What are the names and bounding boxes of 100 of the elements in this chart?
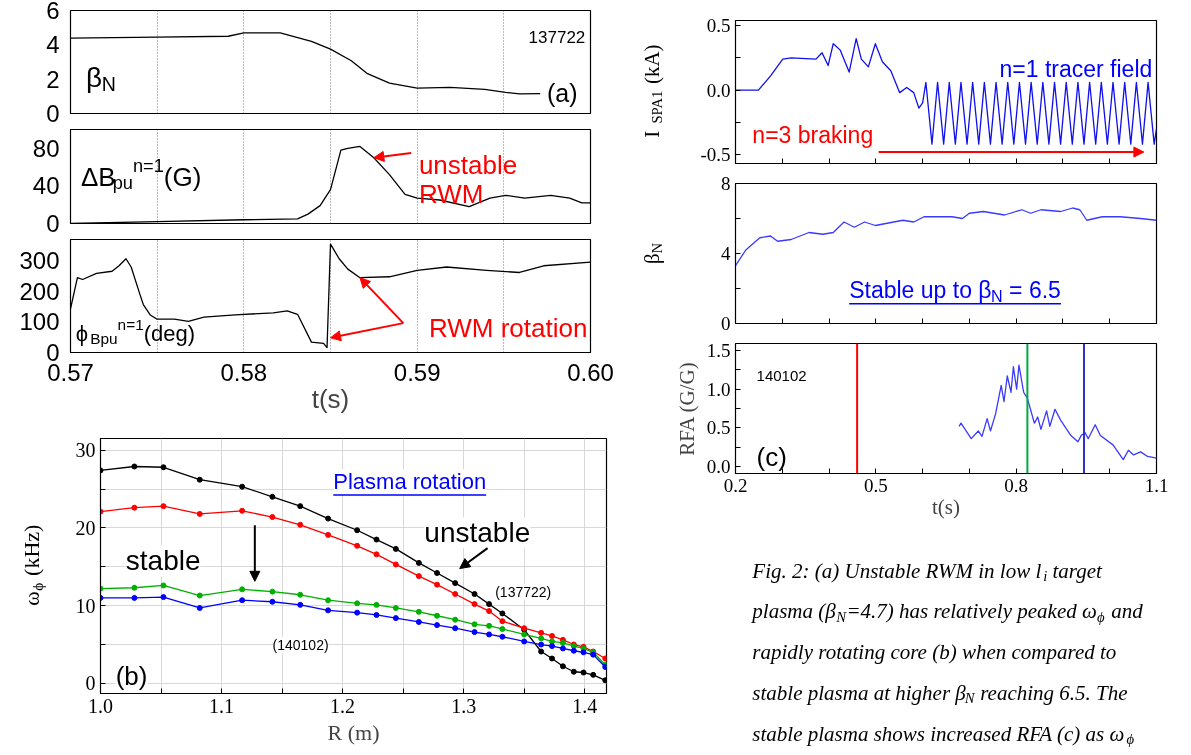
y-axis-title: ωϕ (kHz) xyxy=(19,524,46,606)
point xyxy=(486,622,493,629)
y-tick-label: 0 xyxy=(46,100,60,127)
point xyxy=(549,632,556,639)
point xyxy=(196,604,203,611)
point xyxy=(269,493,276,500)
point xyxy=(471,629,478,636)
point xyxy=(415,559,422,566)
point xyxy=(269,598,276,605)
x-tick-label: 1.1 xyxy=(1144,474,1169,496)
y-tick-label: 4 xyxy=(46,31,60,59)
point xyxy=(434,622,441,629)
annotation: n=3 braking xyxy=(752,121,874,148)
point xyxy=(239,483,246,490)
point xyxy=(297,503,304,510)
x-tick-label: 1.4 xyxy=(572,694,598,717)
text: rapidly rotating core (b) when compared to xyxy=(752,640,1117,665)
point xyxy=(415,618,422,625)
point xyxy=(580,649,587,656)
point xyxy=(269,514,276,521)
point xyxy=(521,638,528,645)
point xyxy=(434,570,441,576)
point xyxy=(392,545,399,552)
y-tick-label: 40 xyxy=(32,172,60,200)
point xyxy=(392,615,399,622)
point xyxy=(325,531,332,538)
point xyxy=(521,631,528,638)
y-tick-label: 1.5 xyxy=(706,339,731,361)
y-tick-label: 100 xyxy=(19,308,60,336)
point xyxy=(131,463,138,470)
y-tick-label: 0.0 xyxy=(706,79,731,101)
line-series xyxy=(735,207,1157,267)
point xyxy=(196,510,203,517)
y-tick-label: 200 xyxy=(19,277,60,305)
y-tick-label: 6 xyxy=(46,0,60,24)
point xyxy=(452,580,459,587)
point xyxy=(392,561,399,568)
y-tick-label: -0.5 xyxy=(700,143,731,165)
y-tick-label: 30 xyxy=(75,439,96,462)
point xyxy=(354,542,361,549)
point xyxy=(160,464,167,471)
y-tick-label: 80 xyxy=(32,134,60,162)
point xyxy=(471,601,478,608)
x-tick-label: 1.3 xyxy=(451,694,477,717)
y-tick-label: 2 xyxy=(46,65,60,93)
point xyxy=(131,584,138,591)
annotation: (b) xyxy=(115,660,148,691)
point xyxy=(297,601,304,608)
annotation: n=1 tracer field xyxy=(999,56,1153,83)
y-tick-label: 0 xyxy=(85,672,96,695)
point xyxy=(590,671,597,678)
point xyxy=(549,655,556,662)
point xyxy=(538,629,545,636)
point xyxy=(499,633,506,640)
point xyxy=(354,600,361,607)
point xyxy=(325,607,332,614)
annotation: 137722 xyxy=(528,28,586,48)
annotation: unstable RWM xyxy=(418,150,518,209)
point xyxy=(269,588,276,595)
x-axis-title: R (m) xyxy=(327,719,380,745)
point xyxy=(392,604,399,611)
point xyxy=(354,609,361,616)
annotation: 140102 xyxy=(756,367,807,384)
point xyxy=(196,592,203,599)
x-tick-label: 1.2 xyxy=(330,694,356,717)
point xyxy=(415,608,422,615)
annotation: (140102) xyxy=(272,637,329,654)
point xyxy=(239,597,246,604)
point xyxy=(559,645,566,652)
point xyxy=(499,625,506,632)
point xyxy=(325,515,332,522)
point xyxy=(549,643,556,650)
annotation: RWM rotation xyxy=(428,312,588,343)
y-axis-title: ISPA1 (kA) xyxy=(639,44,665,138)
annotation: stable xyxy=(125,545,201,577)
point xyxy=(486,601,493,608)
x-tick-label: 0.59 xyxy=(393,358,441,386)
x-tick-label: 0.8 xyxy=(1004,474,1029,496)
point xyxy=(131,504,138,511)
point xyxy=(373,611,380,618)
y-tick-label: 0 xyxy=(721,313,731,334)
point xyxy=(297,591,304,598)
point xyxy=(325,597,332,604)
point xyxy=(160,582,167,589)
x-tick-label: 1.1 xyxy=(209,694,235,717)
point xyxy=(486,631,493,638)
point xyxy=(452,616,459,623)
point xyxy=(434,581,441,588)
point xyxy=(538,641,545,648)
y-tick-label: 1.0 xyxy=(706,378,731,400)
point xyxy=(373,601,380,608)
point xyxy=(239,507,246,514)
line-series xyxy=(70,243,591,349)
annotation: unstable xyxy=(424,517,531,549)
point xyxy=(434,612,441,619)
point xyxy=(602,677,607,684)
point xyxy=(499,618,506,625)
point xyxy=(570,647,577,654)
point xyxy=(499,610,506,617)
x-tick-label: 0.58 xyxy=(220,358,268,386)
